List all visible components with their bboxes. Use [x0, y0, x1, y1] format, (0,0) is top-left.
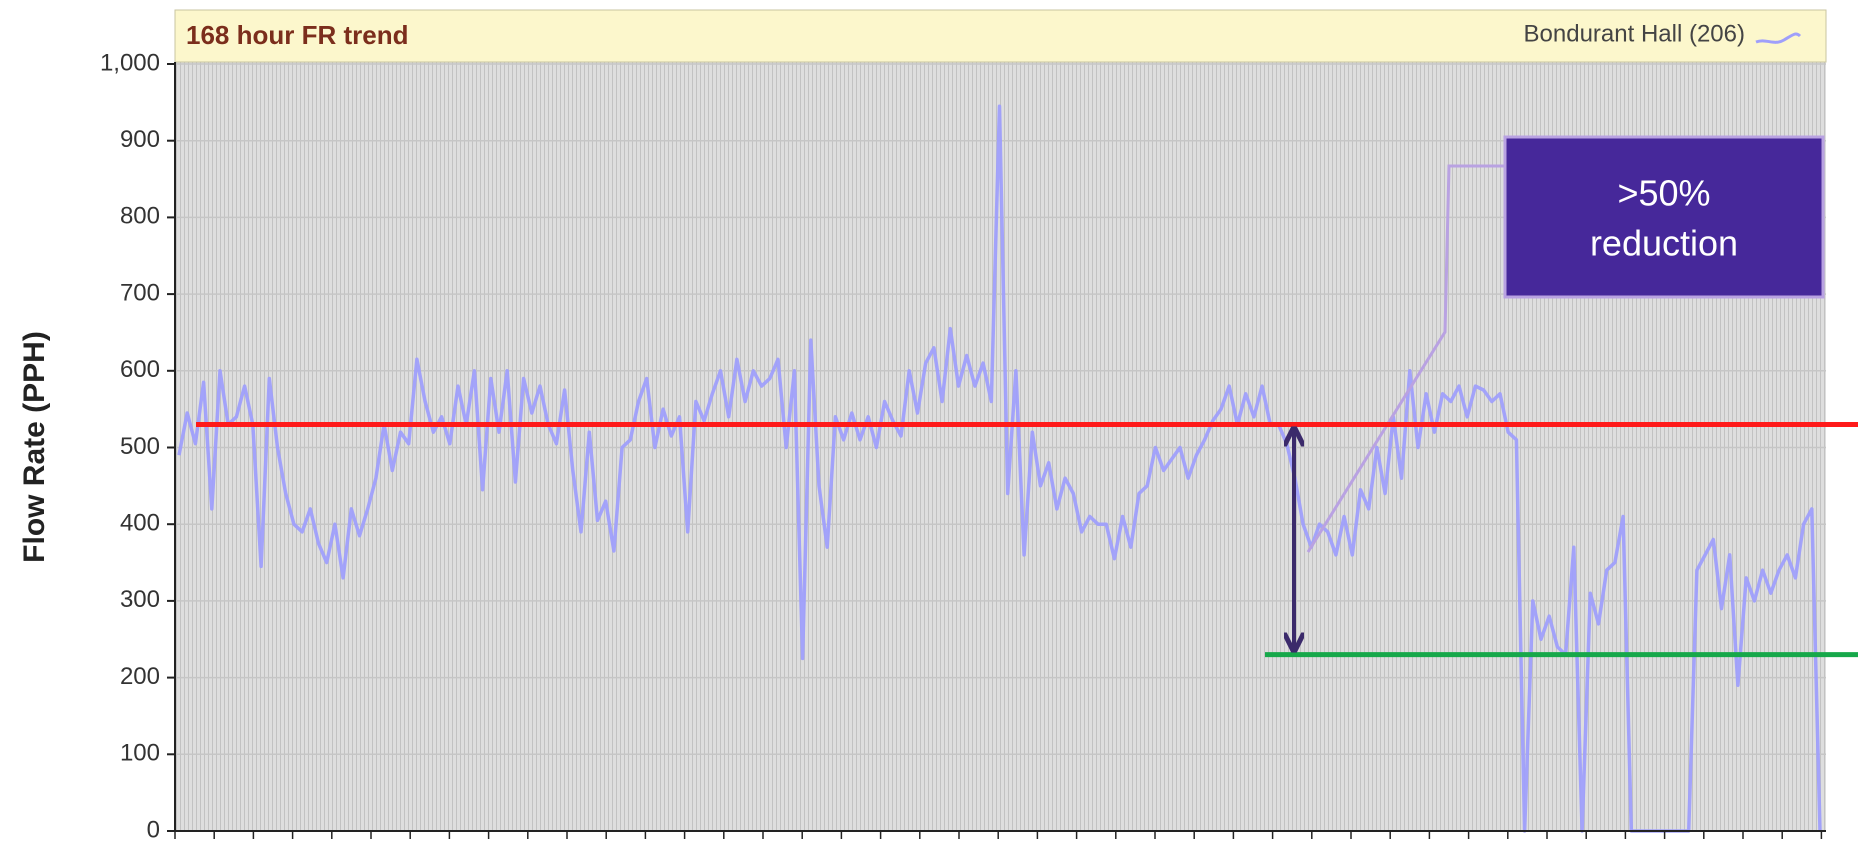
callout-box [1503, 135, 1825, 299]
chart-title: 168 hour FR trend [186, 20, 408, 50]
y-tick-label: 400 [120, 510, 160, 537]
legend-icon [1755, 32, 1802, 44]
callout-text: reduction [1590, 223, 1738, 264]
y-tick-label: 500 [120, 433, 160, 460]
callout-text: >50% [1617, 173, 1710, 214]
legend-label: Bondurant Hall (206) [1524, 20, 1745, 47]
y-tick-label: 0 [147, 816, 160, 841]
y-tick-label: 700 [120, 279, 160, 306]
y-axis-label: Flow Rate (PPH) [18, 331, 51, 563]
y-tick-label: 100 [120, 740, 160, 767]
y-tick-label: 900 [120, 126, 160, 153]
y-tick-label: 200 [120, 663, 160, 690]
title-bar [174, 9, 1827, 63]
y-tick-label: 800 [120, 203, 160, 230]
y-tick-label: 600 [120, 356, 160, 383]
y-tick-label: 1,000 [100, 49, 160, 76]
callout-leader [1306, 164, 1505, 553]
y-tick-label: 300 [120, 586, 160, 613]
